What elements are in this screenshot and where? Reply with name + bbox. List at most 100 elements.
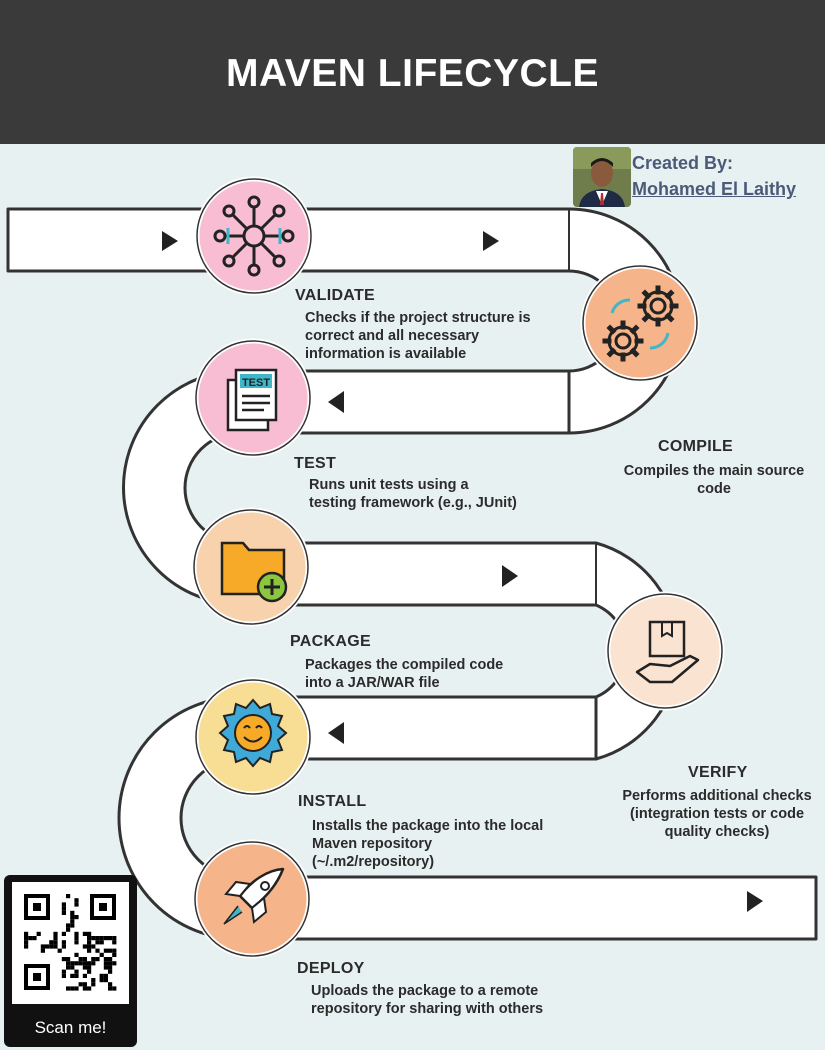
qr-module bbox=[87, 961, 92, 966]
qr-module bbox=[91, 936, 96, 941]
desc-line: (integration tests or code bbox=[629, 806, 805, 822]
qr-module bbox=[74, 931, 79, 936]
step-title-test: TEST bbox=[294, 455, 337, 472]
qr-module bbox=[66, 986, 71, 991]
qr-module bbox=[61, 902, 66, 907]
qr-module bbox=[74, 961, 79, 966]
qr-module bbox=[53, 931, 58, 936]
qr-module bbox=[70, 919, 75, 924]
qr-module bbox=[99, 936, 104, 941]
qr-module bbox=[82, 944, 87, 949]
road-segment-deploy bbox=[238, 875, 818, 941]
qr-module bbox=[87, 936, 92, 941]
qr-code-card[interactable]: Scan me! bbox=[4, 875, 137, 1047]
qr-module bbox=[87, 931, 92, 936]
package-hand-icon bbox=[605, 591, 725, 711]
qr-module bbox=[91, 982, 96, 987]
qr-module bbox=[61, 957, 66, 962]
step-title-deploy: DEPLOY bbox=[297, 960, 365, 977]
qr-module bbox=[95, 940, 100, 945]
desc-line: Maven repository bbox=[312, 836, 433, 852]
qr-module bbox=[61, 931, 66, 936]
qr-module bbox=[87, 986, 92, 991]
arrow-right-icon bbox=[483, 231, 499, 251]
arrow-right-icon bbox=[162, 231, 178, 251]
qr-module bbox=[49, 944, 54, 949]
step-desc-verify: Performs additional checks (integration … bbox=[610, 787, 824, 841]
step-title-package: PACKAGE bbox=[290, 633, 371, 650]
qr-module bbox=[108, 957, 113, 962]
header-bar: MAVEN LIFECYCLE bbox=[0, 0, 825, 144]
qr-module bbox=[108, 969, 113, 974]
qr-module bbox=[95, 948, 100, 953]
qr-module bbox=[87, 965, 92, 970]
qr-module bbox=[108, 965, 113, 970]
qr-module bbox=[103, 965, 108, 970]
folder-add-icon bbox=[191, 507, 311, 627]
page-title: MAVEN LIFECYCLE bbox=[226, 52, 599, 95]
qr-module bbox=[61, 944, 66, 949]
qr-module bbox=[53, 944, 58, 949]
qr-module bbox=[74, 969, 79, 974]
desc-line: (~/.m2/repository) bbox=[312, 854, 435, 870]
qr-module bbox=[103, 973, 108, 978]
qr-module bbox=[40, 944, 45, 949]
qr-code[interactable] bbox=[12, 882, 129, 1004]
qr-module bbox=[112, 961, 117, 966]
qr-module bbox=[70, 910, 75, 915]
step-title-validate: VALIDATE bbox=[295, 287, 376, 304]
step-title-verify: VERIFY bbox=[688, 764, 748, 781]
qr-module bbox=[66, 957, 71, 962]
qr-module bbox=[70, 986, 75, 991]
qr-module bbox=[99, 973, 104, 978]
step-desc-compile: Compiles the main source code bbox=[606, 462, 822, 498]
qr-module bbox=[78, 957, 83, 962]
qr-module bbox=[74, 902, 79, 907]
qr-module bbox=[66, 961, 71, 966]
qr-module bbox=[74, 915, 79, 920]
qr-module bbox=[32, 936, 37, 941]
qr-module bbox=[61, 940, 66, 945]
qr-module bbox=[108, 986, 113, 991]
test-document-icon: TEST bbox=[193, 338, 313, 458]
desc-line: Performs additional checks bbox=[622, 788, 812, 804]
step-title-compile: COMPILE bbox=[658, 438, 733, 455]
step-desc-package: Packages the compiled code into a JAR/WA… bbox=[305, 656, 503, 692]
qr-module bbox=[40, 948, 45, 953]
qr-module bbox=[66, 894, 71, 899]
qr-module bbox=[82, 986, 87, 991]
qr-module bbox=[74, 973, 79, 978]
author-name-link[interactable]: Mohamed El Laithy bbox=[632, 179, 797, 199]
qr-module bbox=[78, 982, 83, 987]
qr-module bbox=[87, 948, 92, 953]
desc-line: into a JAR/WAR file bbox=[305, 675, 440, 691]
qr-module bbox=[74, 986, 79, 991]
qr-module bbox=[53, 936, 58, 941]
desc-line: quality checks) bbox=[664, 824, 770, 840]
qr-module bbox=[70, 923, 75, 928]
qr-module bbox=[112, 986, 117, 991]
qr-module bbox=[74, 940, 79, 945]
qr-module bbox=[78, 961, 83, 966]
desc-line: testing framework (e.g., JUnit) bbox=[309, 495, 517, 511]
qr-module bbox=[61, 969, 66, 974]
qr-module bbox=[24, 940, 29, 945]
step-desc-validate: Checks if the project structure is corre… bbox=[305, 309, 531, 363]
qr-module bbox=[108, 936, 113, 941]
qr-scan-label: Scan me! bbox=[34, 1018, 107, 1037]
qr-module bbox=[87, 969, 92, 974]
qr-module bbox=[91, 944, 96, 949]
qr-module bbox=[24, 936, 29, 941]
qr-module bbox=[45, 944, 50, 949]
qr-module bbox=[99, 952, 104, 957]
qr-module bbox=[70, 961, 75, 966]
qr-module bbox=[82, 982, 87, 987]
qr-module bbox=[74, 936, 79, 941]
qr-module bbox=[61, 906, 66, 911]
arrow-right-icon bbox=[502, 565, 518, 587]
arrow-right-icon bbox=[747, 891, 763, 912]
network-hub-icon bbox=[194, 176, 314, 296]
qr-module bbox=[61, 973, 66, 978]
